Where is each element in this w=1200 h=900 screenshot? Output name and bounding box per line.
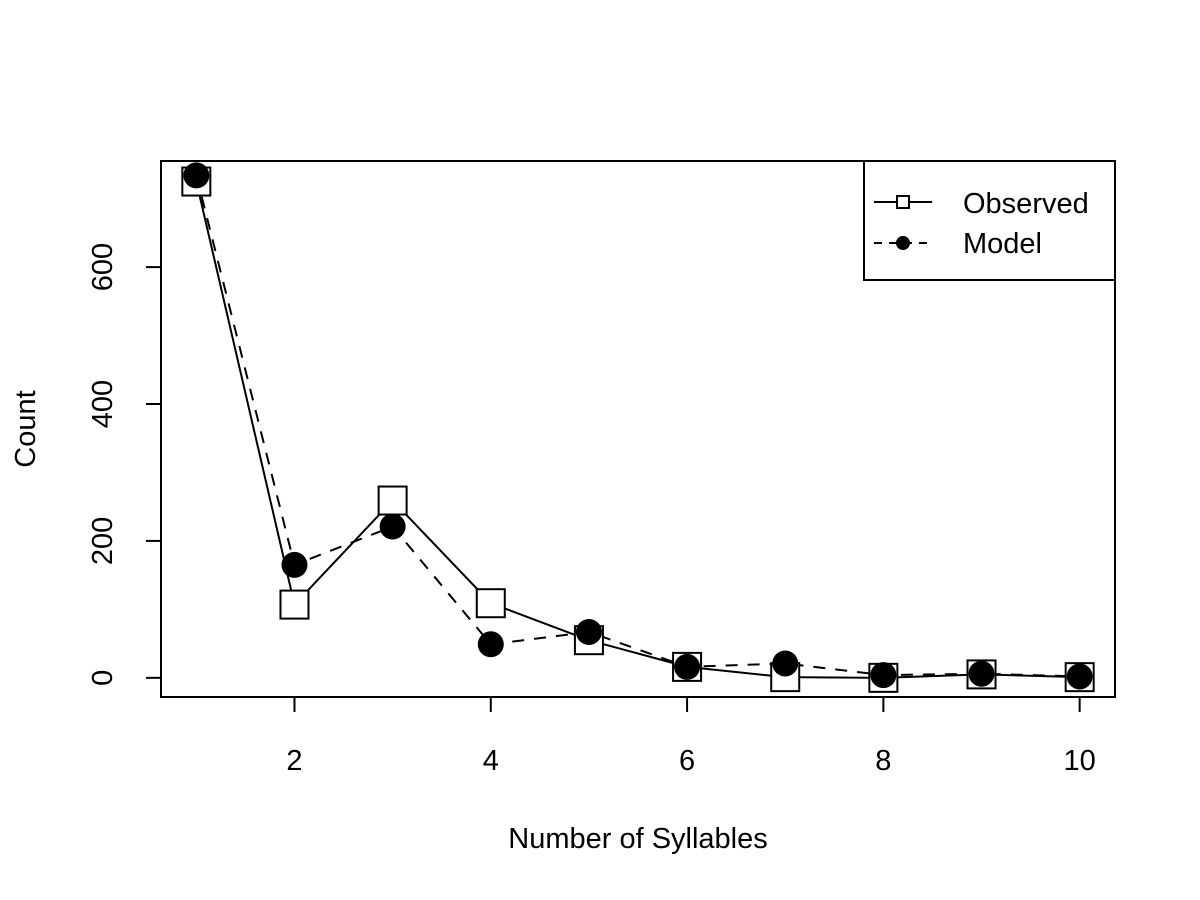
model-point: [772, 650, 799, 677]
x-axis: 2 4 6 8 10: [286, 696, 1096, 777]
model-point: [870, 662, 897, 689]
series-line-observed: [195, 181, 1080, 679]
x-tick-label: 4: [483, 745, 499, 777]
model-point: [968, 660, 995, 687]
legend-model-label: Model: [963, 228, 1042, 260]
x-tick-label: 10: [1064, 745, 1096, 777]
model-point: [379, 513, 406, 540]
y-tick-label: 0: [87, 670, 119, 686]
observed-point: [377, 485, 408, 516]
x-tick-label: 6: [679, 745, 695, 777]
x-axis-label: Number of Syllables: [508, 823, 768, 855]
model-point: [575, 618, 602, 645]
model-point: [477, 631, 504, 658]
x-tick-label: 2: [286, 745, 302, 777]
y-tick-label: 600: [87, 243, 119, 291]
legend-box: [863, 160, 1116, 281]
series-line-model: [195, 175, 1080, 678]
y-tick-label: 200: [87, 517, 119, 565]
legend-observed-label: Observed: [963, 188, 1089, 220]
model-point: [281, 551, 308, 578]
model-point: [1066, 663, 1093, 690]
series-layer: [181, 162, 1095, 693]
observed-point: [475, 588, 506, 619]
model-point: [674, 653, 701, 680]
y-tick-label: 400: [87, 380, 119, 428]
legend: Observed Model: [863, 160, 1116, 281]
y-axis-label: Count: [10, 390, 42, 467]
observed-point: [279, 589, 310, 620]
model-point: [183, 162, 210, 189]
legend-model-marker: [896, 236, 910, 250]
x-tick-label: 8: [875, 745, 891, 777]
y-axis: 0 200 400 600: [87, 243, 162, 686]
legend-observed-marker: [896, 195, 910, 209]
